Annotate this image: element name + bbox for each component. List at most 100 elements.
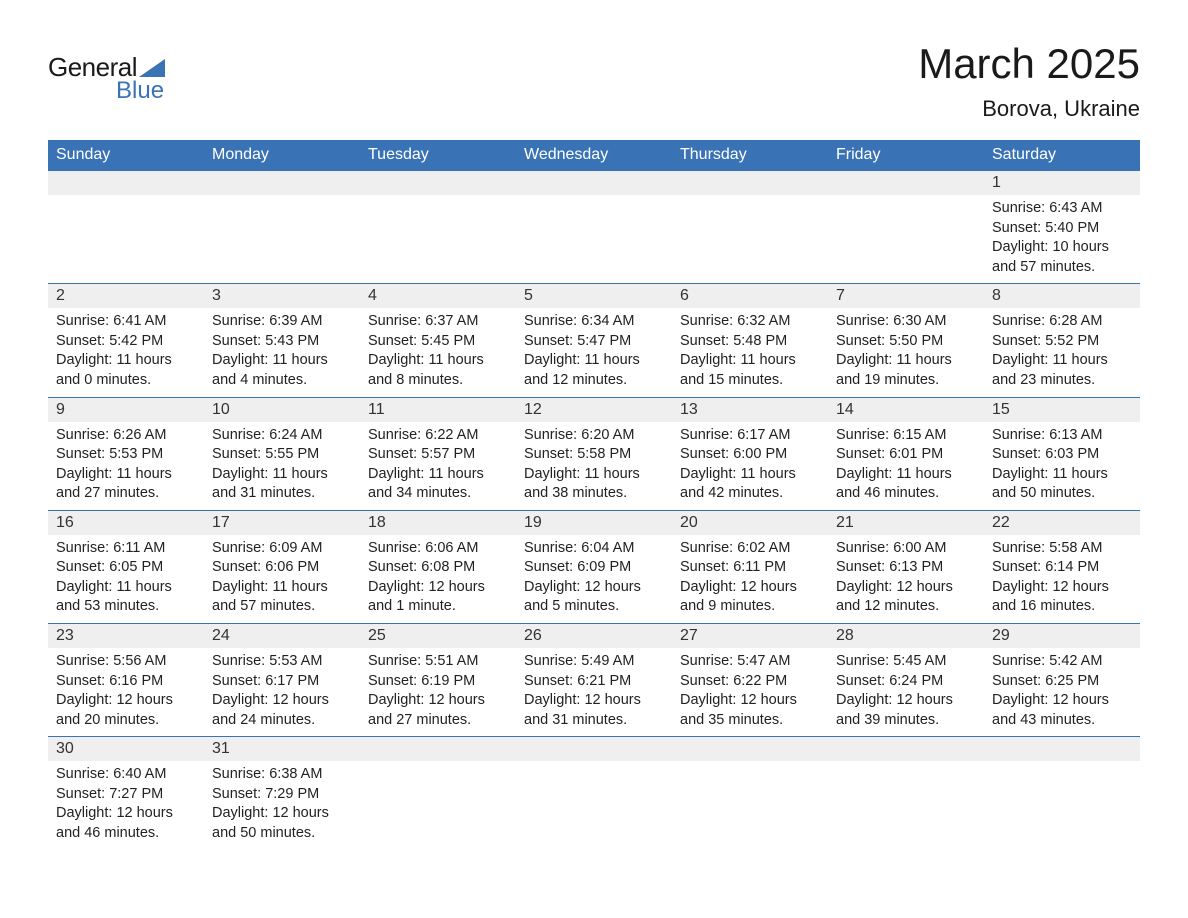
sunrise-text: Sunrise: 5:56 AM [56,652,196,672]
calendar-week-row: 9Sunrise: 6:26 AMSunset: 5:53 PMDaylight… [48,397,1140,510]
day-details [828,195,984,205]
day-number: 8 [984,284,1140,308]
sunrise-text: Sunrise: 6:11 AM [56,539,196,559]
sunrise-text: Sunrise: 6:02 AM [680,539,820,559]
header: General Blue March 2025 Borova, Ukraine [48,40,1140,122]
calendar-day-cell: 21Sunrise: 6:00 AMSunset: 6:13 PMDayligh… [828,510,984,623]
sunrise-text: Sunrise: 6:13 AM [992,426,1132,446]
calendar-day-cell: 16Sunrise: 6:11 AMSunset: 6:05 PMDayligh… [48,510,204,623]
sunset-text: Sunset: 5:40 PM [992,219,1132,239]
calendar-day-cell [516,171,672,284]
daylight-text: Daylight: 12 hours and 1 minute. [368,578,508,617]
daylight-text: Daylight: 12 hours and 39 minutes. [836,691,976,730]
sunrise-text: Sunrise: 6:40 AM [56,765,196,785]
calendar-day-cell: 24Sunrise: 5:53 AMSunset: 6:17 PMDayligh… [204,624,360,737]
sunrise-text: Sunrise: 5:42 AM [992,652,1132,672]
daylight-text: Daylight: 11 hours and 23 minutes. [992,351,1132,390]
calendar-day-cell [360,171,516,284]
calendar-day-cell: 27Sunrise: 5:47 AMSunset: 6:22 PMDayligh… [672,624,828,737]
sunrise-text: Sunrise: 6:34 AM [524,312,664,332]
calendar-table: Sunday Monday Tuesday Wednesday Thursday… [48,140,1140,850]
header-wednesday: Wednesday [516,140,672,171]
day-details: Sunrise: 6:06 AMSunset: 6:08 PMDaylight:… [360,535,516,623]
header-thursday: Thursday [672,140,828,171]
sunset-text: Sunset: 7:27 PM [56,785,196,805]
sunrise-text: Sunrise: 6:24 AM [212,426,352,446]
day-details: Sunrise: 6:11 AMSunset: 6:05 PMDaylight:… [48,535,204,623]
daylight-text: Daylight: 12 hours and 46 minutes. [56,804,196,843]
calendar-week-row: 23 Sunrise: 5:56 AMSunset: 6:16 PM Dayligh… [48,624,1140,737]
day-details: Sunrise: 6:22 AMSunset: 5:57 PMDaylight:… [360,422,516,510]
daylight-text: Daylight: 11 hours and 0 minutes. [56,351,196,390]
day-number: 3 [204,284,360,308]
sunset-text: Sunset: 6:11 PM [680,558,820,578]
day-details: Sunrise: 6:04 AMSunset: 6:09 PMDaylight:… [516,535,672,623]
calendar-day-cell: 19Sunrise: 6:04 AMSunset: 6:09 PMDayligh… [516,510,672,623]
calendar-day-cell: 1Sunrise: 6:43 AMSunset: 5:40 PMDaylight… [984,171,1140,284]
day-number: 12 [516,398,672,422]
daylight-text: Daylight: 11 hours and 46 minutes. [836,465,976,504]
day-number [360,737,516,761]
sunrise-text: Sunrise: 6:00 AM [836,539,976,559]
day-details [516,761,672,771]
calendar-week-row: 1Sunrise: 6:43 AMSunset: 5:40 PMDaylight… [48,171,1140,284]
day-number [672,737,828,761]
sunset-text: Sunset: 5:50 PM [836,332,976,352]
day-details: Sunrise: 5:45 AMSunset: 6:24 PMDaylight:… [828,648,984,736]
day-number: 11 [360,398,516,422]
sunset-text: Sunset: 5:58 PM [524,445,664,465]
daylight-text: Daylight: 12 hours and 35 minutes. [680,691,820,730]
calendar-day-cell [204,171,360,284]
header-tuesday: Tuesday [360,140,516,171]
day-number [360,171,516,195]
day-details [672,761,828,771]
sunset-text: Sunset: 6:17 PM [212,672,352,692]
calendar-day-cell: 18Sunrise: 6:06 AMSunset: 6:08 PMDayligh… [360,510,516,623]
day-details: Sunrise: 6:26 AMSunset: 5:53 PMDaylight:… [48,422,204,510]
sunrise-text: Sunrise: 6:20 AM [524,426,664,446]
calendar-day-cell: 12Sunrise: 6:20 AMSunset: 5:58 PMDayligh… [516,397,672,510]
calendar-day-cell [828,737,984,850]
day-details [672,195,828,205]
sunrise-text: Sunrise: 6:22 AM [368,426,508,446]
day-number: 30 [48,737,204,761]
day-details: Sunrise: 6:37 AMSunset: 5:45 PMDaylight:… [360,308,516,396]
day-number: 23 [48,624,204,648]
calendar-day-cell [828,171,984,284]
calendar-week-row: 30 Sunrise: 6:40 AMSunset: 7:27 PMDayligh… [48,737,1140,850]
sunset-text: Sunset: 6:19 PM [368,672,508,692]
sunrise-text: Sunrise: 6:17 AM [680,426,820,446]
calendar-day-cell: 13Sunrise: 6:17 AMSunset: 6:00 PMDayligh… [672,397,828,510]
sunrise-text: Sunrise: 6:09 AM [212,539,352,559]
day-details: Sunrise: 5:51 AMSunset: 6:19 PMDaylight:… [360,648,516,736]
day-number: 10 [204,398,360,422]
calendar-day-cell [672,171,828,284]
day-details: Sunrise: 6:00 AMSunset: 6:13 PMDaylight:… [828,535,984,623]
daylight-text: Daylight: 11 hours and 12 minutes. [524,351,664,390]
day-details [360,195,516,205]
daylight-text: Daylight: 11 hours and 53 minutes. [56,578,196,617]
day-details: Sunrise: 5:53 AMSunset: 6:17 PMDaylight:… [204,648,360,736]
day-details: Sunrise: 6:20 AMSunset: 5:58 PMDaylight:… [516,422,672,510]
day-details: Sunrise: 6:43 AMSunset: 5:40 PMDaylight:… [984,195,1140,283]
calendar-day-cell: 10Sunrise: 6:24 AMSunset: 5:55 PMDayligh… [204,397,360,510]
sunset-text: Sunset: 6:00 PM [680,445,820,465]
daylight-text: Daylight: 12 hours and 24 minutes. [212,691,352,730]
day-details: Sunrise: 5:47 AMSunset: 6:22 PMDaylight:… [672,648,828,736]
sunrise-text: Sunrise: 5:47 AM [680,652,820,672]
sunrise-text: Sunrise: 5:53 AM [212,652,352,672]
calendar-day-cell: 2Sunrise: 6:41 AMSunset: 5:42 PMDaylight… [48,284,204,397]
day-details: Sunrise: 6:38 AMSunset: 7:29 PMDaylight:… [204,761,360,849]
calendar-day-cell [360,737,516,850]
day-details: Sunrise: 5:49 AMSunset: 6:21 PMDaylight:… [516,648,672,736]
daylight-text: Daylight: 12 hours and 43 minutes. [992,691,1132,730]
day-details: Sunrise: 6:41 AMSunset: 5:42 PMDaylight:… [48,308,204,396]
calendar-day-cell: 4Sunrise: 6:37 AMSunset: 5:45 PMDaylight… [360,284,516,397]
day-details: Sunrise: 6:09 AMSunset: 6:06 PMDaylight:… [204,535,360,623]
sunset-text: Sunset: 6:16 PM [56,672,196,692]
day-details: Sunrise: 5:42 AMSunset: 6:25 PMDaylight:… [984,648,1140,736]
day-number: 20 [672,511,828,535]
sunrise-text: Sunrise: 6:26 AM [56,426,196,446]
daylight-text: Daylight: 11 hours and 31 minutes. [212,465,352,504]
sunset-text: Sunset: 6:25 PM [992,672,1132,692]
